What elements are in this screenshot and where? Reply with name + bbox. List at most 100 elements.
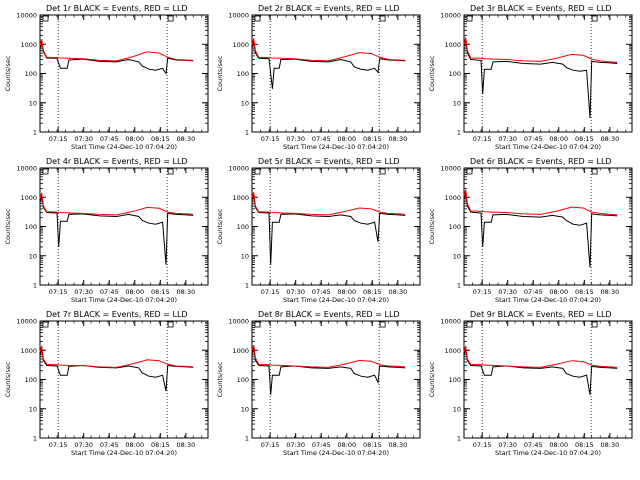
y-tick-label: 100 <box>449 70 461 78</box>
plot-frame <box>251 320 421 439</box>
interval-marker <box>379 168 386 175</box>
x-tick-label: 08:15 <box>575 441 594 449</box>
y-tick-label: 1000 <box>20 347 37 355</box>
x-tick-label: 08:15 <box>575 135 594 143</box>
interval-marker <box>591 15 598 22</box>
x-tick-label: 08:00 <box>549 135 568 143</box>
x-tick-label: 07:45 <box>312 288 331 296</box>
x-tick-label: 07:45 <box>100 441 119 449</box>
plot-panel: Det 2r BLACK = Events, RED = LLD Counts/s… <box>216 4 421 151</box>
x-tick-label: 07:15 <box>261 441 280 449</box>
lld-series-line <box>39 345 194 368</box>
x-tick-label: 08:30 <box>600 135 619 143</box>
y-tick-label: 1 <box>245 435 249 443</box>
y-tick-label: 1 <box>457 129 461 137</box>
events-series-line <box>251 40 406 89</box>
events-series-line <box>39 41 194 75</box>
y-tick-label: 100 <box>25 70 37 78</box>
y-axis-label: Counts/sec <box>428 208 436 244</box>
x-tick-label: 07:15 <box>473 441 492 449</box>
plot-frame <box>39 167 209 286</box>
plot-frame <box>251 167 421 286</box>
plot-title: Det 3r BLACK = Events, RED = LLD <box>470 4 612 13</box>
lld-series-line <box>463 345 618 368</box>
y-tick-label: 10 <box>241 99 249 107</box>
plot-frame <box>39 14 209 133</box>
events-series-line <box>463 348 618 395</box>
plot-frame <box>463 14 633 133</box>
x-tick-label: 07:45 <box>100 135 119 143</box>
x-tick-label: 08:30 <box>176 288 195 296</box>
x-tick-label: 08:30 <box>388 288 407 296</box>
y-tick-label: 10000 <box>440 165 461 173</box>
x-tick-label: 07:45 <box>312 441 331 449</box>
plot-panel: Det 6r BLACK = Events, RED = LLD Counts/s… <box>428 157 633 304</box>
x-tick-label: 07:30 <box>74 288 93 296</box>
y-tick-label: 1 <box>245 129 249 137</box>
x-tick-label: 08:15 <box>151 441 170 449</box>
interval-marker <box>42 168 49 175</box>
x-tick-label: 07:45 <box>524 288 543 296</box>
y-tick-label: 10000 <box>440 12 461 20</box>
x-axis-label: Start Time (24-Dec-10 07:04:20) <box>283 143 389 151</box>
x-tick-label: 08:30 <box>600 441 619 449</box>
x-tick-label: 08:30 <box>176 441 195 449</box>
y-tick-label: 1000 <box>232 41 249 49</box>
x-axis-label: Start Time (24-Dec-10 07:04:20) <box>495 449 601 457</box>
interval-marker <box>167 168 174 175</box>
y-tick-label: 10 <box>241 252 249 260</box>
x-tick-label: 08:00 <box>125 135 144 143</box>
events-series-line <box>251 194 406 265</box>
y-tick-label: 1 <box>33 435 37 443</box>
y-tick-label: 1000 <box>20 41 37 49</box>
lld-series-line <box>463 37 618 63</box>
x-tick-label: 07:30 <box>498 288 517 296</box>
y-tick-label: 10 <box>453 99 461 107</box>
x-axis-label: Start Time (24-Dec-10 07:04:20) <box>283 449 389 457</box>
interval-marker <box>466 15 473 22</box>
x-tick-label: 07:30 <box>286 288 305 296</box>
events-series-line <box>463 38 618 119</box>
events-series-line <box>39 195 194 265</box>
x-tick-label: 08:15 <box>575 288 594 296</box>
x-tick-label: 08:15 <box>363 135 382 143</box>
y-axis-label: Counts/sec <box>428 361 436 397</box>
x-tick-label: 07:15 <box>261 135 280 143</box>
plot-panel: Det 4r BLACK = Events, RED = LLD Counts/s… <box>4 157 209 304</box>
y-axis-label: Counts/sec <box>4 361 12 397</box>
interval-marker <box>466 168 473 175</box>
x-tick-label: 08:00 <box>549 441 568 449</box>
x-tick-label: 08:30 <box>388 135 407 143</box>
plot-title: Det 9r BLACK = Events, RED = LLD <box>470 310 612 319</box>
y-tick-label: 1 <box>33 129 37 137</box>
interval-marker <box>167 321 174 328</box>
y-tick-label: 10000 <box>228 165 249 173</box>
x-tick-label: 07:15 <box>49 288 68 296</box>
x-tick-label: 08:30 <box>600 288 619 296</box>
y-tick-label: 10 <box>453 252 461 260</box>
x-tick-label: 08:00 <box>337 288 356 296</box>
plot-panel: Det 8r BLACK = Events, RED = LLD Counts/s… <box>216 310 421 457</box>
plot-title: Det 5r BLACK = Events, RED = LLD <box>258 157 400 166</box>
y-tick-label: 100 <box>25 223 37 231</box>
x-tick-label: 07:30 <box>498 135 517 143</box>
plot-panel: Det 3r BLACK = Events, RED = LLD Counts/s… <box>428 4 633 151</box>
x-tick-label: 07:45 <box>524 441 543 449</box>
interval-marker <box>254 15 261 22</box>
x-tick-label: 07:45 <box>312 135 331 143</box>
y-axis-label: Counts/sec <box>216 361 224 397</box>
interval-marker <box>379 321 386 328</box>
plot-frame <box>251 14 421 133</box>
interval-marker <box>591 321 598 328</box>
y-axis-label: Counts/sec <box>4 55 12 91</box>
x-axis-label: Start Time (24-Dec-10 07:04:20) <box>283 296 389 304</box>
x-axis-label: Start Time (24-Dec-10 07:04:20) <box>495 143 601 151</box>
y-tick-label: 10000 <box>16 12 37 20</box>
plot-panel: Det 1r BLACK = Events, RED = LLD Counts/s… <box>4 4 209 151</box>
plot-frame <box>463 167 633 286</box>
x-tick-label: 08:15 <box>363 288 382 296</box>
plot-frame <box>463 320 633 439</box>
y-tick-label: 10 <box>29 405 37 413</box>
x-tick-label: 07:30 <box>498 441 517 449</box>
y-tick-label: 10000 <box>16 318 37 326</box>
